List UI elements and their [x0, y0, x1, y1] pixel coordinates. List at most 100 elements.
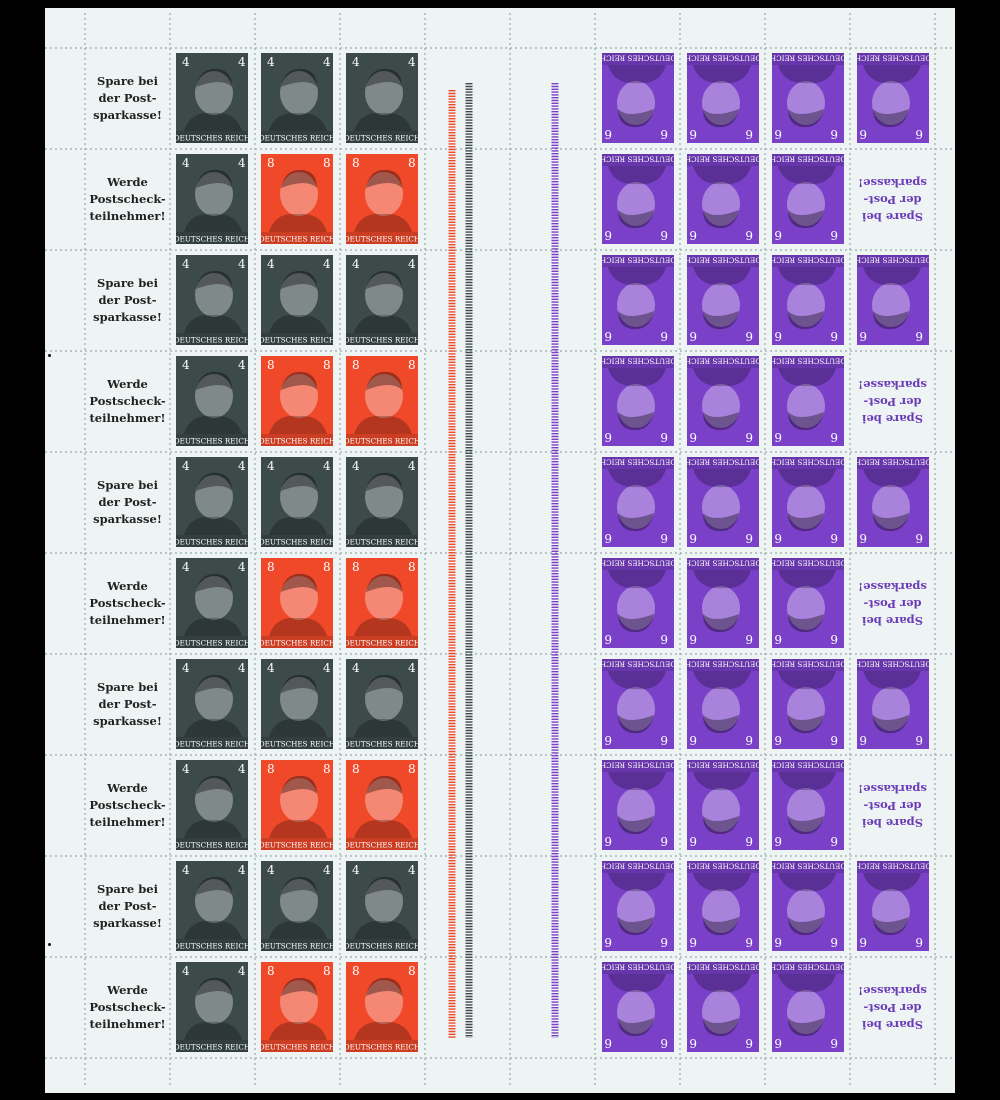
stamp-6-pf: 6 6 DEUTSCHES REICH [602, 356, 674, 446]
value-numeral-right: 6 [859, 127, 867, 141]
caption-strip [772, 53, 844, 65]
value-numeral-left: 6 [745, 733, 753, 747]
portrait-shoulders [693, 469, 751, 488]
label-line: der Post- [98, 91, 157, 105]
left-label: Werde Postscheck-teilnehmer! [85, 149, 170, 250]
stamp-cell: 4 4 DEUTSCHES REICH [340, 856, 425, 957]
stamp-caption: DEUTSCHES REICH [176, 1043, 248, 1052]
portrait-shoulders [269, 617, 327, 636]
stamp-caption: DEUTSCHES REICH [602, 862, 674, 871]
stamp-6-pf: 6 6 DEUTSCHES REICH [772, 760, 844, 850]
stamp-caption: DEUTSCHES REICH [602, 963, 674, 972]
label-line: Werde [107, 377, 148, 391]
caption-strip [772, 558, 844, 570]
stamp-design: 6 6 DEUTSCHES REICH [602, 457, 674, 547]
stamp-caption: DEUTSCHES REICH [687, 357, 759, 366]
caption-strip [687, 255, 759, 267]
stamp-6-pf: 6 6 DEUTSCHES REICH [687, 53, 759, 143]
portrait-hair [281, 674, 317, 693]
stamp-caption: DEUTSCHES REICH [346, 437, 418, 446]
stamp-background [176, 962, 248, 1052]
stamp-design: 8 8 DEUTSCHES REICH [346, 558, 418, 648]
left-label: Werde Postscheck-teilnehmer! [85, 957, 170, 1058]
stamp-cell: 6 6 DEUTSCHES REICH [680, 957, 765, 1058]
caption-strip [261, 1040, 333, 1052]
stamp-caption: DEUTSCHES REICH [176, 336, 248, 345]
value-numeral-right: 8 [323, 156, 331, 170]
stamp-design: 6 6 DEUTSCHES REICH [602, 962, 674, 1052]
stamp-caption: DEUTSCHES REICH [346, 538, 418, 547]
value-numeral-left: 4 [182, 560, 190, 574]
value-numeral-right: 6 [604, 1036, 612, 1050]
caption-strip [772, 861, 844, 873]
portrait-hair [618, 109, 654, 128]
portrait-head [195, 980, 233, 1024]
stamp-design: 4 4 DEUTSCHES REICH [176, 861, 248, 951]
value-numeral-left: 6 [830, 531, 838, 545]
label-cell: Werde Postscheck-teilnehmer! [85, 957, 170, 1058]
caption-strip [346, 1040, 418, 1052]
perforations [45, 13, 955, 1088]
portrait-shoulders [269, 516, 327, 535]
portrait-shoulders [693, 570, 751, 589]
stamp-caption: DEUTSCHES REICH [261, 841, 333, 850]
stamp-caption: DEUTSCHES REICH [772, 155, 844, 164]
label-cell: Spare bei der Post-sparkasse! [85, 250, 170, 351]
portrait-shoulders [184, 920, 242, 939]
label-line: teilnehmer! [89, 613, 166, 627]
stamp-design: 6 6 DEUTSCHES REICH [772, 558, 844, 648]
stamp-caption: DEUTSCHES REICH [602, 357, 674, 366]
portrait-hair [196, 270, 232, 289]
portrait-shoulders [184, 213, 242, 232]
value-numeral-left: 6 [830, 127, 838, 141]
stamp-caption: DEUTSCHES REICH [687, 761, 759, 770]
stamp-background [261, 962, 333, 1052]
portrait-head [617, 990, 655, 1034]
portrait-hair [196, 674, 232, 693]
stamp-cell: 8 8 DEUTSCHES REICH [255, 957, 340, 1058]
caption-strip [687, 356, 759, 368]
stamp-caption: DEUTSCHES REICH [261, 942, 333, 951]
value-numeral-left: 6 [660, 632, 668, 646]
stamp-caption: DEUTSCHES REICH [346, 134, 418, 143]
portrait-hair [618, 513, 654, 532]
stamp-6-pf: 6 6 DEUTSCHES REICH [772, 861, 844, 951]
stamp-design: 6 6 DEUTSCHES REICH [772, 255, 844, 345]
value-numeral-left: 8 [267, 156, 275, 170]
stamp-cell: 6 6 DEUTSCHES REICH [595, 452, 680, 553]
stamp-background [176, 154, 248, 244]
caption-strip [346, 131, 418, 143]
stamp-cell: 6 6 DEUTSCHES REICH [765, 351, 850, 452]
stamp-cell: 4 4 DEUTSCHES REICH [170, 48, 255, 149]
caption-strip [602, 558, 674, 570]
value-numeral-left: 8 [267, 762, 275, 776]
portrait-head [195, 677, 233, 721]
stamp-cell: 6 6 DEUTSCHES REICH [765, 856, 850, 957]
stamp-caption: DEUTSCHES REICH [602, 761, 674, 770]
value-numeral-left: 4 [352, 863, 360, 877]
value-numeral-right: 6 [689, 1036, 697, 1050]
portrait-head [280, 374, 318, 418]
label-line: teilnehmer! [89, 815, 166, 829]
value-numeral-left: 8 [352, 964, 360, 978]
portrait-shoulders [608, 873, 666, 892]
value-numeral-left: 6 [830, 228, 838, 242]
value-numeral-left: 4 [182, 964, 190, 978]
portrait-hair [873, 311, 909, 330]
portrait-head [365, 374, 403, 418]
stamp-background [261, 861, 333, 951]
portrait-shoulders [269, 819, 327, 838]
stamp-design: 6 6 DEUTSCHES REICH [772, 962, 844, 1052]
stamp-cell: 4 4 DEUTSCHES REICH [340, 250, 425, 351]
stamp-design: 4 4 DEUTSCHES REICH [176, 53, 248, 143]
value-numeral-left: 4 [267, 257, 275, 271]
stamp-4-pf: 4 4 DEUTSCHES REICH [176, 53, 248, 143]
caption-strip [346, 333, 418, 345]
margin-dot [48, 943, 51, 946]
value-numeral-left: 6 [660, 834, 668, 848]
stamp-background [602, 457, 674, 547]
left-label: Spare bei der Post-sparkasse! [85, 250, 170, 351]
portrait-hair [618, 311, 654, 330]
stamp-6-pf: 6 6 DEUTSCHES REICH [687, 356, 759, 446]
stamp-caption: DEUTSCHES REICH [261, 235, 333, 244]
